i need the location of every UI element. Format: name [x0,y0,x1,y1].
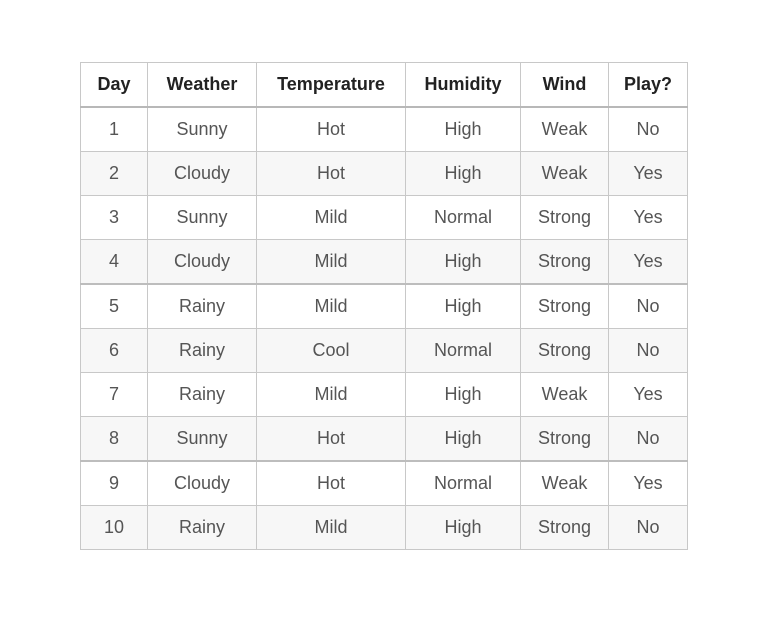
cell-weather: Cloudy [147,239,257,285]
table-row: 4 Cloudy Mild High Strong Yes [80,239,688,285]
cell-wind: Weak [520,372,609,417]
header-play: Play? [608,62,688,108]
cell-humidity: Normal [405,328,521,373]
table-row: 6 Rainy Cool Normal Strong No [80,328,688,373]
cell-weather: Sunny [147,416,257,462]
weather-play-table-container: Day Weather Temperature Humidity Wind Pl… [80,62,688,550]
cell-temperature: Mild [256,505,406,550]
cell-humidity: Normal [405,195,521,240]
cell-weather: Cloudy [147,151,257,196]
cell-wind: Strong [520,328,609,373]
cell-wind: Strong [520,283,609,329]
cell-wind: Strong [520,505,609,550]
header-row: Day Weather Temperature Humidity Wind Pl… [80,62,688,108]
cell-day: 10 [80,505,148,550]
cell-weather: Sunny [147,195,257,240]
cell-weather: Rainy [147,505,257,550]
table-row: 5 Rainy Mild High Strong No [80,283,688,329]
cell-play: Yes [608,195,688,240]
cell-play: No [608,106,688,152]
cell-humidity: High [405,239,521,285]
table-header: Day Weather Temperature Humidity Wind Pl… [80,62,688,108]
cell-temperature: Hot [256,460,406,506]
cell-humidity: High [405,151,521,196]
cell-wind: Weak [520,106,609,152]
table-body: 1 Sunny Hot High Weak No 2 Cloudy Hot High Weak Yes… [80,106,688,550]
cell-day: 8 [80,416,148,462]
cell-wind: Strong [520,195,609,240]
cell-day: 1 [80,106,148,152]
header-weather: Weather [147,62,257,108]
cell-weather: Rainy [147,283,257,329]
cell-wind: Strong [520,239,609,285]
cell-temperature: Hot [256,416,406,462]
cell-play: No [608,283,688,329]
cell-weather: Cloudy [147,460,257,506]
cell-humidity: High [405,416,521,462]
cell-wind: Strong [520,416,609,462]
table-row: 2 Cloudy Hot High Weak Yes [80,151,688,196]
cell-day: 3 [80,195,148,240]
header-day: Day [80,62,148,108]
cell-wind: Weak [520,151,609,196]
cell-humidity: High [405,106,521,152]
cell-temperature: Hot [256,151,406,196]
cell-humidity: High [405,505,521,550]
cell-play: Yes [608,372,688,417]
cell-temperature: Mild [256,283,406,329]
table-row: 3 Sunny Mild Normal Strong Yes [80,195,688,240]
cell-temperature: Cool [256,328,406,373]
table-row: 8 Sunny Hot High Strong No [80,416,688,462]
cell-day: 4 [80,239,148,285]
cell-humidity: Normal [405,460,521,506]
header-humidity: Humidity [405,62,521,108]
cell-weather: Sunny [147,106,257,152]
cell-humidity: High [405,283,521,329]
cell-play: No [608,505,688,550]
cell-day: 6 [80,328,148,373]
header-wind: Wind [520,62,609,108]
table-row: 1 Sunny Hot High Weak No [80,106,688,152]
cell-wind: Weak [520,460,609,506]
weather-play-table: Day Weather Temperature Humidity Wind Pl… [80,62,688,550]
cell-play: Yes [608,151,688,196]
cell-weather: Rainy [147,372,257,417]
table-row: 7 Rainy Mild High Weak Yes [80,372,688,417]
cell-humidity: High [405,372,521,417]
cell-day: 7 [80,372,148,417]
cell-day: 5 [80,283,148,329]
cell-temperature: Hot [256,106,406,152]
cell-play: No [608,416,688,462]
cell-temperature: Mild [256,239,406,285]
cell-play: Yes [608,460,688,506]
cell-temperature: Mild [256,195,406,240]
cell-play: Yes [608,239,688,285]
cell-weather: Rainy [147,328,257,373]
cell-temperature: Mild [256,372,406,417]
cell-day: 2 [80,151,148,196]
table-row: 9 Cloudy Hot Normal Weak Yes [80,460,688,506]
header-temperature: Temperature [256,62,406,108]
table-row: 10 Rainy Mild High Strong No [80,505,688,550]
cell-day: 9 [80,460,148,506]
cell-play: No [608,328,688,373]
